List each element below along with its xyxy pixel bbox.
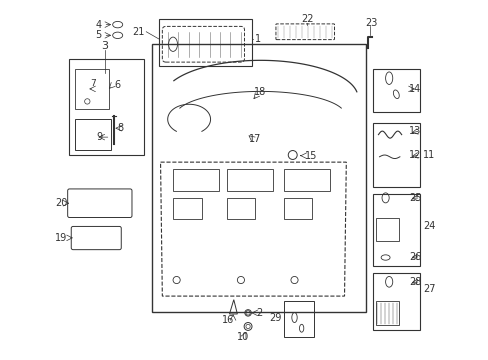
- Bar: [69, 59, 144, 155]
- Text: 18: 18: [254, 87, 266, 98]
- Bar: [375, 301, 398, 325]
- Bar: [173, 169, 219, 191]
- Text: 2: 2: [255, 308, 262, 318]
- Bar: [75, 119, 110, 150]
- Bar: [372, 69, 419, 112]
- Text: 16: 16: [222, 315, 234, 325]
- Bar: [372, 123, 419, 187]
- Text: 17: 17: [248, 134, 261, 144]
- Bar: [375, 217, 398, 241]
- Bar: [372, 194, 419, 266]
- Text: 28: 28: [408, 277, 421, 287]
- Text: 24: 24: [422, 221, 434, 231]
- Bar: [283, 198, 312, 219]
- Text: 1: 1: [255, 34, 261, 44]
- Bar: [75, 69, 108, 109]
- Text: 9: 9: [96, 132, 102, 142]
- Text: 3: 3: [102, 41, 108, 51]
- Text: 4: 4: [95, 19, 102, 30]
- Text: 14: 14: [408, 84, 421, 94]
- Text: 5: 5: [95, 30, 102, 40]
- Text: 23: 23: [365, 18, 377, 28]
- Bar: [283, 301, 313, 337]
- Text: 10: 10: [236, 332, 248, 342]
- Bar: [372, 273, 419, 330]
- Text: 27: 27: [422, 284, 434, 294]
- Text: 6: 6: [114, 80, 120, 90]
- Text: 8: 8: [118, 123, 123, 133]
- Text: 7: 7: [90, 79, 95, 88]
- Bar: [159, 19, 251, 66]
- Text: 21: 21: [132, 27, 144, 37]
- Text: 20: 20: [55, 198, 67, 208]
- Text: 13: 13: [408, 126, 421, 136]
- Text: 26: 26: [408, 252, 421, 262]
- Text: 11: 11: [422, 150, 434, 160]
- Bar: [151, 44, 365, 312]
- Bar: [226, 198, 255, 219]
- Text: 25: 25: [408, 193, 421, 203]
- Text: 12: 12: [408, 150, 421, 160]
- Bar: [173, 198, 201, 219]
- Bar: [283, 169, 329, 191]
- Bar: [226, 169, 272, 191]
- Text: 29: 29: [269, 312, 281, 323]
- Text: 15: 15: [305, 151, 317, 161]
- Text: 19: 19: [55, 233, 67, 243]
- Text: 22: 22: [300, 14, 313, 24]
